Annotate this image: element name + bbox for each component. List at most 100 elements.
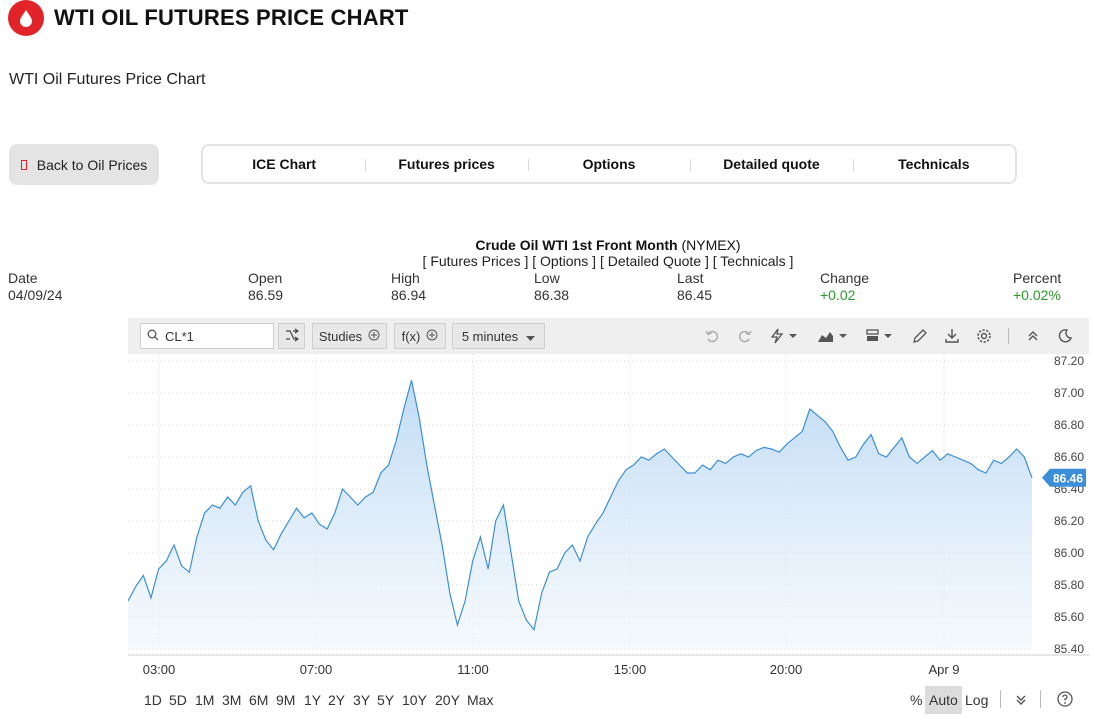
quote-value: 86.94 [391,287,427,303]
chart-tabs: ICE Chart Futures prices Options Detaile… [201,144,1017,184]
quote-exchange: (NYMEX) [681,237,741,253]
quote-links[interactable]: [ Futures Prices ] [ Options ] [ Detaile… [422,253,794,269]
studies-label: Studies [318,328,363,344]
quote-percent: Percent +0.02% [1013,270,1061,303]
studies-button[interactable]: Studies [312,323,387,349]
quote-value: +0.02% [1013,287,1061,303]
quote-change: Change +0.02 [820,270,869,303]
symbol-value: CL*1 [165,328,194,344]
chevron-down-icon[interactable] [1015,693,1027,709]
x-tick-label: 03:00 [143,662,176,677]
range-max[interactable]: Max [467,692,494,708]
quote-label: Date [8,270,38,286]
range-9m[interactable]: 9M [276,692,296,708]
auto-toggle[interactable]: Auto [929,692,958,708]
y-tick-label: 85.80 [1054,578,1084,592]
quote-name: Crude Oil WTI 1st Front Month [475,237,678,253]
x-tick-label: Apr 9 [928,662,959,677]
chart-toolbar: CL*1 Studies f(x) 5 minutes [128,318,1089,354]
quote-title: Crude Oil WTI 1st Front Month (NYMEX) [0,237,1094,253]
range-3m[interactable]: 3M [222,692,242,708]
price-chart[interactable]: 87.2087.0086.8086.6086.4086.2086.0085.80… [128,354,1089,682]
y-tick-label: 85.60 [1054,610,1084,624]
quote-value: 86.45 [677,287,713,303]
quote-label: Change [820,270,870,286]
symbol-search-input[interactable]: CL*1 [140,323,274,349]
quote-label: High [391,270,420,286]
quote-last: Last 86.45 [677,270,712,303]
y-axis: 87.2087.0086.8086.6086.4086.2086.0085.80… [1054,354,1084,656]
redo-icon[interactable] [736,327,754,345]
chart-type-icon[interactable] [816,327,850,345]
shuffle-icon [285,328,299,345]
quote-high: High 86.94 [391,270,426,303]
quote-open: Open 86.59 [248,270,283,303]
help-icon[interactable] [1057,691,1073,710]
bottom-divider [1000,690,1001,708]
y-tick-label: 87.00 [1054,386,1084,400]
undo-icon[interactable] [703,327,721,345]
x-tick-label: 07:00 [300,662,333,677]
range-3y[interactable]: 3Y [353,692,371,708]
tab-detailed-quote[interactable]: Detailed quote [690,156,852,172]
last-price-text: 86.46 [1053,471,1083,485]
quote-label: Percent [1013,270,1062,286]
back-button-label: Back to Oil Prices [36,156,148,173]
y-tick-label: 86.20 [1054,514,1084,528]
download-icon[interactable] [943,327,961,345]
price-line [128,380,1033,632]
x-tick-label: 15:00 [614,662,647,677]
x-tick-label: 11:00 [457,662,489,677]
toolbar-divider [1008,328,1009,344]
shuffle-button[interactable] [278,323,305,349]
tab-futures-prices[interactable]: Futures prices [365,156,527,172]
range-20y[interactable]: 20Y [435,692,460,708]
page-subtitle: WTI Oil Futures Price Chart [9,71,206,88]
pencil-icon[interactable] [911,327,929,345]
last-price-label: 86.46 [1042,468,1086,487]
back-to-oil-prices-button[interactable]: Back to Oil Prices [9,144,159,185]
interval-select[interactable]: 5 minutes [452,323,545,349]
quote-value: +0.02 [820,287,856,303]
y-tick-label: 85.40 [1054,642,1084,656]
y-tick-label: 86.60 [1054,450,1084,464]
tab-options[interactable]: Options [527,156,690,172]
fx-button[interactable]: f(x) [394,323,446,349]
log-toggle[interactable]: Log [965,692,989,708]
tab-ice-chart[interactable]: ICE Chart [252,156,317,172]
layout-icon[interactable] [864,327,896,345]
auto-highlight [925,686,962,714]
quote-label: Low [534,270,560,286]
page-title: WTI OIL FUTURES PRICE CHART [54,5,409,30]
range-5d[interactable]: 5D [169,692,187,708]
page-header: WTI OIL FUTURES PRICE CHART [8,0,409,36]
plus-circle-icon [368,329,380,344]
quote-label: Last [677,270,704,286]
range-1d[interactable]: 1D [144,692,162,708]
y-tick-label: 86.00 [1054,546,1084,560]
percent-toggle[interactable]: % [910,692,923,708]
search-icon [147,329,159,344]
interval-label: 5 minutes [461,328,519,344]
last-price-badge [1042,468,1086,487]
range-2y[interactable]: 2Y [328,692,346,708]
range-1y[interactable]: 1Y [304,692,322,708]
back-icon [20,159,27,170]
gear-icon[interactable] [975,327,993,345]
y-tick-label: 87.20 [1054,354,1084,368]
range-10y[interactable]: 10Y [402,692,427,708]
bottom-divider [1040,690,1041,708]
range-bar: 1D 5D 1M 3M 6M 9M 1Y 2Y 3Y 5Y 10Y 20Y Ma… [128,686,1089,714]
y-tick-label: 86.80 [1054,418,1084,432]
lightning-icon[interactable] [768,327,800,345]
oil-drop-icon [8,0,44,36]
price-area [128,380,1032,649]
range-5y[interactable]: 5Y [377,692,395,708]
x-tick-label: 20:00 [770,662,803,677]
moon-icon[interactable] [1056,327,1074,345]
range-1m[interactable]: 1M [195,692,215,708]
range-6m[interactable]: 6M [249,692,269,708]
collapse-icon[interactable] [1024,327,1042,345]
tab-technicals[interactable]: Technicals [852,156,1015,172]
quote-value: 04/09/24 [8,287,63,303]
